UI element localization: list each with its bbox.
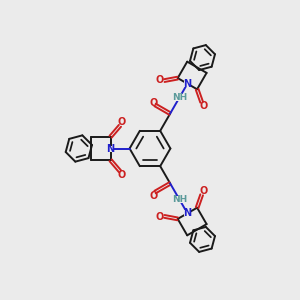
Text: O: O: [118, 117, 126, 127]
Text: O: O: [156, 75, 164, 85]
Bar: [175, 94, 184, 101]
Text: O: O: [200, 186, 208, 196]
Text: O: O: [156, 212, 164, 222]
Text: N: N: [183, 208, 191, 218]
Text: O: O: [150, 98, 158, 108]
Bar: [175, 196, 184, 202]
Bar: [107, 146, 114, 152]
Text: NH: NH: [172, 93, 187, 102]
Text: N: N: [106, 143, 115, 154]
Text: N: N: [183, 79, 191, 89]
Text: O: O: [150, 191, 158, 201]
Text: NH: NH: [172, 195, 187, 204]
Bar: [184, 81, 191, 87]
Text: O: O: [118, 170, 126, 180]
Bar: [184, 210, 191, 216]
Text: O: O: [200, 101, 208, 111]
